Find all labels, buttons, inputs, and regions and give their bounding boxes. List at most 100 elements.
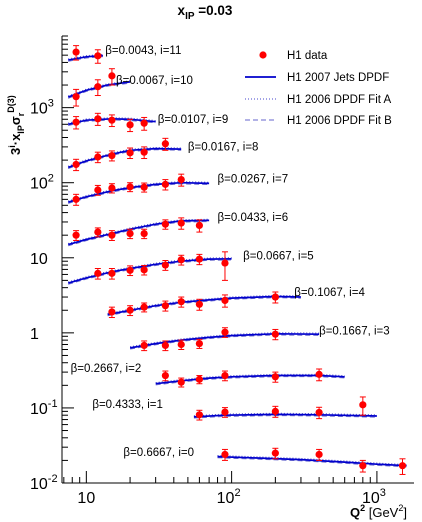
- fit-a-curve: [68, 257, 232, 283]
- fit-b-curve: [68, 56, 103, 62]
- x-axis-label: Q2 [GeV2]: [350, 503, 407, 520]
- beta-label: β=0.2667, i=2: [71, 363, 142, 375]
- data-point: [271, 373, 279, 381]
- data-point: [126, 266, 134, 274]
- axis-layer: 10 102 103 10-2 10-1 1 10 102 103: [30, 35, 386, 507]
- chart-title-main: x: [178, 3, 186, 18]
- data-point: [108, 116, 116, 124]
- fit-b-curve: [68, 259, 232, 285]
- beta-label: β=0.0267, i=7: [218, 174, 289, 186]
- series-group: β=0.0167, i=8: [67, 137, 259, 172]
- data-point: [195, 375, 203, 383]
- data-point: [140, 303, 148, 311]
- data-point: [72, 231, 80, 239]
- legend-label-fit-b: H1 2006 DPDF Fit B: [287, 115, 392, 127]
- data-point: [94, 52, 102, 60]
- legend-marker-h1-data: [259, 51, 267, 59]
- data-point: [177, 219, 185, 227]
- legend-label-fit-a: H1 2006 DPDF Fit A: [287, 94, 392, 106]
- y-label-p3: IP: [16, 125, 26, 134]
- beta-label: β=0.0167, i=8: [188, 141, 259, 153]
- beta-label: β=0.0433, i=6: [218, 212, 289, 224]
- x-label-unit-sup: 2: [398, 503, 403, 513]
- data-point: [359, 401, 367, 409]
- x-tick-label: 10: [77, 490, 95, 507]
- data-point: [161, 220, 169, 228]
- fit-b-curve: [217, 457, 407, 468]
- data-point: [161, 261, 169, 269]
- beta-label: β=0.0067, i=10: [116, 75, 193, 87]
- series-group: β=0.0433, i=6: [67, 212, 289, 247]
- chart-title-rest: =0.03: [195, 3, 233, 18]
- series-group: β=0.1667, i=3: [129, 326, 390, 352]
- data-point: [140, 119, 148, 127]
- data-point: [177, 176, 185, 184]
- data-point: [221, 408, 229, 416]
- beta-label: β=0.0107, i=9: [158, 114, 229, 126]
- series-layer: β=0.0043, i=11 β=0.0067, i=10 β=0.0107, i=…: [67, 45, 407, 475]
- data-point: [221, 450, 229, 459]
- data-point: [108, 269, 116, 277]
- data-point: [177, 298, 185, 306]
- y-tick-label: 102: [30, 173, 54, 193]
- data-point: [398, 462, 407, 470]
- data-point: [94, 186, 102, 194]
- beta-label: β=0.1067, i=4: [294, 287, 365, 299]
- beta-label: β=0.0043, i=11: [105, 45, 181, 57]
- data-point: [140, 229, 148, 238]
- data-point: [315, 370, 323, 378]
- y-label-p0: 3: [8, 148, 23, 155]
- y-tick-label: 10-1: [30, 398, 58, 418]
- data-point: [359, 462, 367, 470]
- fit-b-curve: [68, 149, 182, 170]
- data-point: [140, 341, 148, 350]
- jets-dpdf-curve: [217, 455, 407, 467]
- data-point: [221, 296, 229, 305]
- series-group: β=0.4333, i=1: [92, 396, 377, 421]
- x-label-close: ]: [403, 505, 407, 520]
- series-group: β=0.6667, i=0: [123, 447, 407, 475]
- data-point: [177, 256, 185, 264]
- data-point: [94, 83, 102, 91]
- series-group: β=0.0043, i=11: [68, 45, 181, 64]
- data-point: [72, 118, 80, 126]
- data-point: [195, 255, 203, 263]
- data-point: [271, 330, 279, 338]
- series-group: β=0.2667, i=2: [71, 363, 345, 388]
- fit-a-curve: [107, 294, 301, 314]
- data-point: [108, 72, 116, 80]
- fit-b-curve: [107, 297, 301, 317]
- jets-dpdf-curve: [67, 219, 210, 246]
- data-point: [140, 148, 148, 156]
- y-tick-label: 10-2: [30, 473, 58, 493]
- data-point: [161, 140, 169, 148]
- data-point: [94, 115, 102, 123]
- y-label-p5: r: [16, 112, 26, 116]
- data-point: [177, 378, 185, 386]
- data-point: [126, 306, 134, 314]
- data-point: [108, 231, 116, 239]
- series-group: β=0.0667, i=5: [67, 250, 314, 285]
- legend: H1 data H1 2007 Jets DPDF H1 2006 DPDF F…: [245, 50, 392, 127]
- legend-label-h1-data: H1 data: [287, 50, 328, 62]
- x-tick-label: 102: [217, 487, 241, 507]
- chart-title: xIP =0.03: [178, 3, 233, 22]
- fit-a-curve: [68, 53, 103, 60]
- fit-a-curve: [68, 218, 210, 244]
- data-point: [72, 48, 80, 56]
- data-point: [195, 221, 203, 229]
- y-label-p1: i: [7, 145, 17, 148]
- data-point: [221, 328, 229, 336]
- data-point: [177, 340, 185, 349]
- data-point: [221, 371, 229, 380]
- data-point: [126, 121, 134, 129]
- x-label-unit: [GeV: [365, 505, 399, 520]
- y-label-p2: ·x: [8, 133, 23, 145]
- data-point: [315, 408, 323, 417]
- fit-b-curve: [68, 221, 210, 247]
- fit-a-curve: [68, 117, 156, 124]
- y-axis-label: 3i·xIPσrD(3): [6, 95, 26, 155]
- series-group: β=0.0107, i=9: [68, 112, 229, 133]
- data-point: [271, 293, 279, 301]
